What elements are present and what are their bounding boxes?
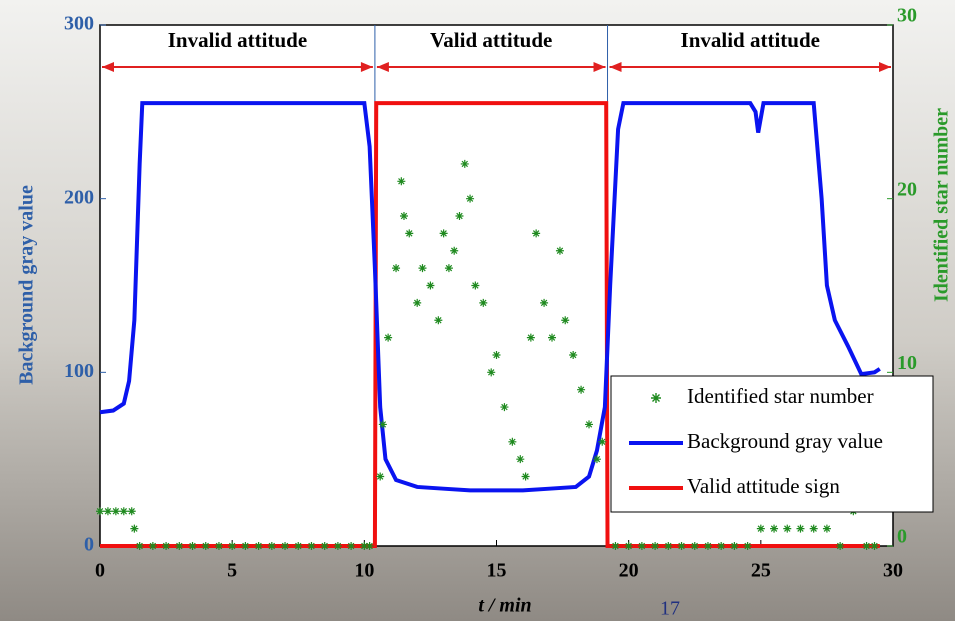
- y2-tick-label: 10: [897, 352, 917, 374]
- scatter-point: [450, 247, 458, 255]
- scatter-point: [522, 473, 530, 481]
- scatter-point: [611, 542, 619, 550]
- scatter-point: [593, 455, 601, 463]
- y2-axis-label: Identified star number: [931, 108, 953, 302]
- scatter-point: [585, 420, 593, 428]
- x-axis-label: t / min: [478, 595, 531, 617]
- y-tick-label: 300: [64, 13, 94, 35]
- scatter-point: [397, 177, 405, 185]
- y-axis-label: Background gray value: [16, 185, 38, 385]
- scatter-point: [128, 507, 136, 515]
- x-tick-label: 10: [354, 560, 374, 582]
- region-label: Invalid attitude: [681, 28, 820, 52]
- scatter-point: [455, 212, 463, 220]
- x-tick-label: 0: [95, 560, 105, 582]
- scatter-point: [175, 542, 183, 550]
- scatter-point: [500, 403, 508, 411]
- region-label: Invalid attitude: [168, 28, 307, 52]
- scatter-point: [376, 473, 384, 481]
- scatter-point: [744, 542, 752, 550]
- y2-tick-label: 0: [897, 526, 907, 548]
- scatter-point: [268, 542, 276, 550]
- chart: t / min Background gray value Identified…: [0, 0, 955, 621]
- scatter-point: [215, 542, 223, 550]
- scatter-point: [561, 316, 569, 324]
- scatter-point: [651, 542, 659, 550]
- y-tick-label: 100: [64, 360, 94, 382]
- scatter-point: [379, 420, 387, 428]
- scatter-point: [434, 316, 442, 324]
- y-tick-label: 0: [84, 534, 94, 556]
- scatter-point: [598, 438, 606, 446]
- y-tick-label: 200: [64, 186, 94, 208]
- scatter-point: [704, 542, 712, 550]
- scatter-point: [321, 542, 329, 550]
- scatter-point: [307, 542, 315, 550]
- x-tick-label: 15: [487, 560, 507, 582]
- scatter-point: [516, 455, 524, 463]
- scatter-point: [413, 299, 421, 307]
- scatter-point: [466, 195, 474, 203]
- scatter-point: [569, 351, 577, 359]
- scatter-point: [479, 299, 487, 307]
- scatter-point: [202, 542, 210, 550]
- scatter-point: [664, 542, 672, 550]
- scatter-point: [418, 264, 426, 272]
- scatter-point: [445, 264, 453, 272]
- scatter-point: [508, 438, 516, 446]
- scatter-point: [366, 542, 374, 550]
- scatter-point: [493, 351, 501, 359]
- scatter-point: [189, 542, 197, 550]
- scatter-point: [577, 386, 585, 394]
- x-tick-label: 25: [751, 560, 771, 582]
- scatter-point: [149, 542, 157, 550]
- legend-label: Identified star number: [687, 384, 874, 408]
- scatter-point: [471, 282, 479, 290]
- scatter-point: [678, 542, 686, 550]
- scatter-point: [548, 334, 556, 342]
- y2-tick-label: 20: [897, 178, 917, 200]
- scatter-point: [294, 542, 302, 550]
- scatter-point: [717, 542, 725, 550]
- x-tick-label: 5: [227, 560, 237, 582]
- x-tick-label: 30: [883, 560, 903, 582]
- scatter-point: [392, 264, 400, 272]
- scatter-point: [870, 542, 878, 550]
- scatter-point: [527, 334, 535, 342]
- scatter-point: [347, 542, 355, 550]
- scatter-point: [863, 542, 871, 550]
- y2-tick-label: 30: [897, 5, 917, 27]
- scatter-point: [691, 542, 699, 550]
- scatter-point: [334, 542, 342, 550]
- scatter-point: [426, 282, 434, 290]
- scatter-point: [255, 542, 263, 550]
- scatter-point: [241, 542, 249, 550]
- scatter-point: [281, 542, 289, 550]
- x-tick-label: 20: [619, 560, 639, 582]
- scatter-point: [228, 542, 236, 550]
- legend-label: Valid attitude sign: [687, 474, 840, 498]
- scatter-point: [487, 368, 495, 376]
- legend-marker: [651, 393, 661, 403]
- scatter-point: [540, 299, 548, 307]
- scatter-point: [384, 334, 392, 342]
- region-label: Valid attitude: [430, 28, 552, 52]
- scatter-point: [556, 247, 564, 255]
- scatter-point: [400, 212, 408, 220]
- scatter-point: [461, 160, 469, 168]
- legend-label: Background gray value: [687, 429, 883, 453]
- page-number: 17: [660, 598, 680, 620]
